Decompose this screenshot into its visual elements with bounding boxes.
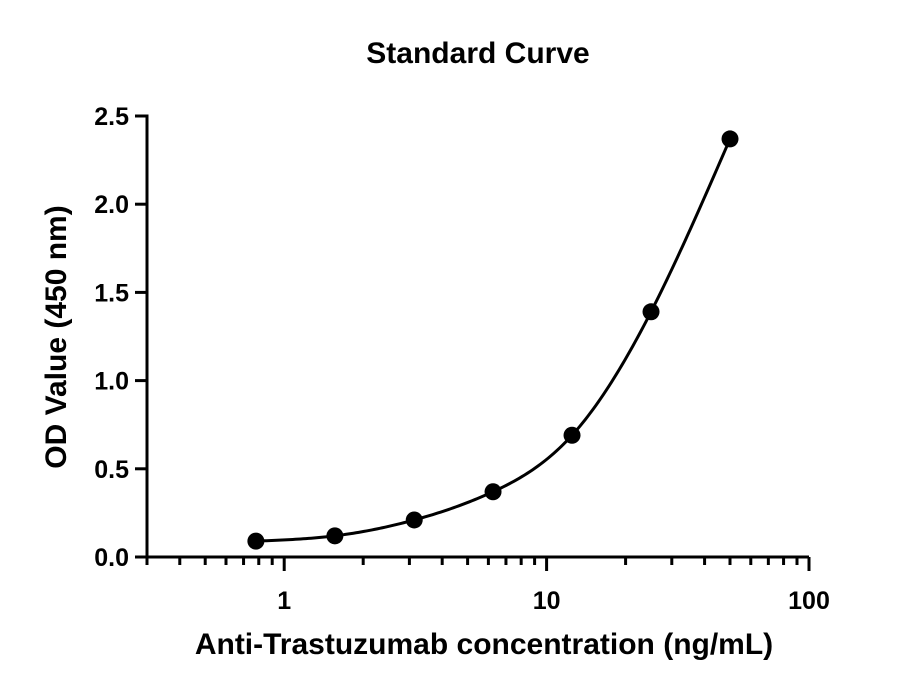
data-point: [484, 483, 502, 501]
y-tick-label: 1.5: [94, 279, 129, 307]
data-point: [326, 527, 344, 545]
y-tick-label: 2.0: [94, 191, 129, 219]
x-tick-label: 100: [788, 587, 830, 615]
axes: 0.0 0.5 1.0 1.5 2.0 2.5 1 10 100: [94, 103, 830, 615]
plot-marks: [247, 130, 739, 550]
x-axis-label: Anti-Trastuzumab concentration (ng/mL): [195, 628, 773, 661]
x-tick-label: 10: [533, 587, 561, 615]
data-point: [642, 303, 660, 321]
data-point: [721, 130, 739, 148]
fit-curve: [255, 138, 732, 543]
y-tick-label: 2.5: [94, 103, 129, 131]
y-tick-label: 0.0: [94, 544, 129, 572]
y-axis-label: OD Value (450 nm): [40, 205, 73, 468]
data-point: [563, 426, 581, 444]
x-tick-label: 1: [277, 587, 291, 615]
y-tick-label: 1.0: [94, 368, 129, 396]
data-point: [405, 511, 423, 529]
y-tick-label: 0.5: [94, 456, 129, 484]
data-point: [247, 532, 265, 550]
chart-title: Standard Curve: [366, 37, 589, 70]
